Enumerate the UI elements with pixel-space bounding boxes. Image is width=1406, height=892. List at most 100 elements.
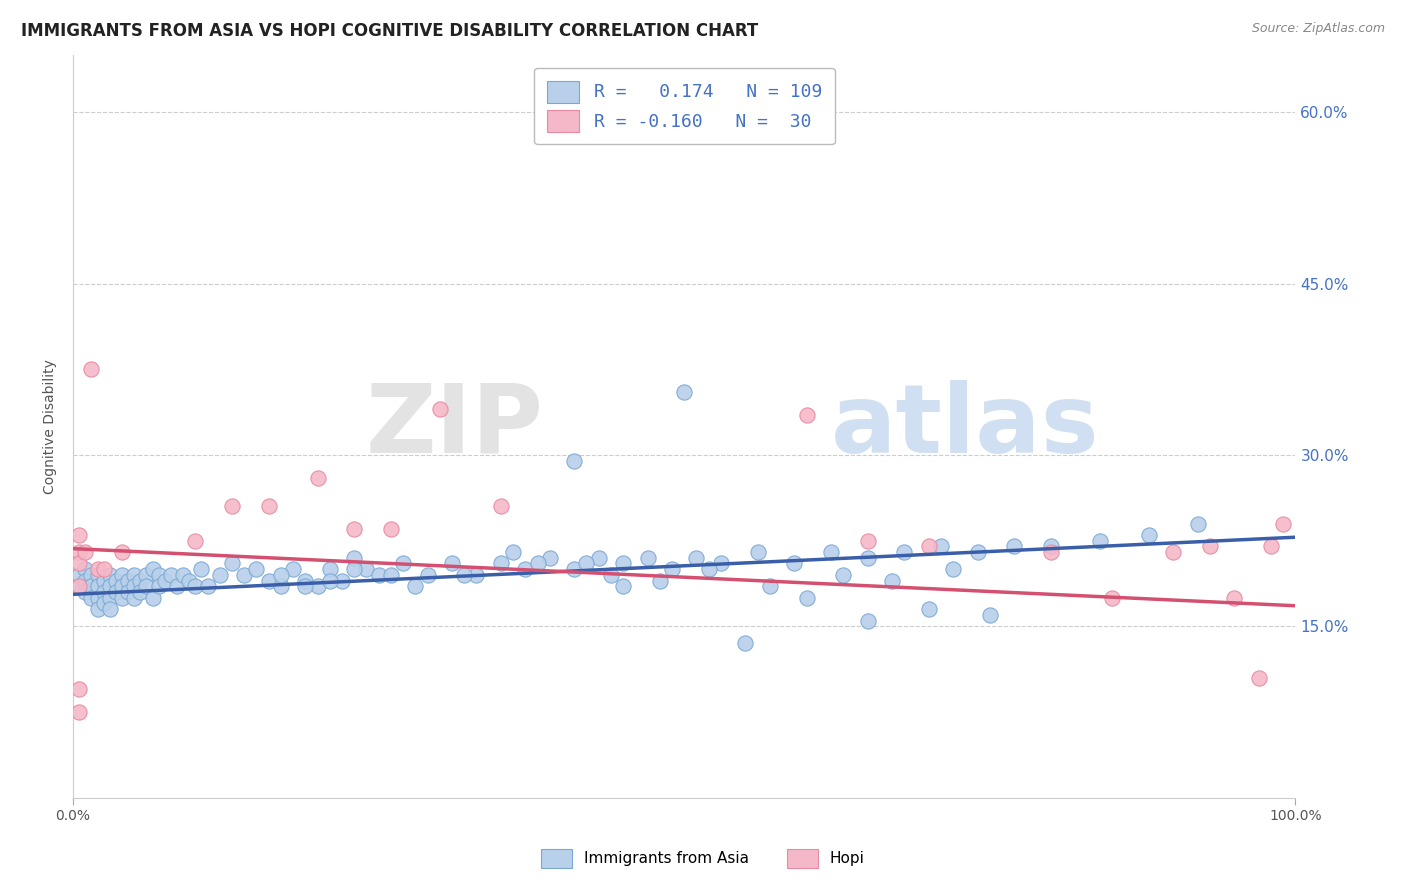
Point	[856, 614, 879, 628]
Point	[93, 585, 115, 599]
Point	[245, 562, 267, 576]
Point	[856, 550, 879, 565]
Point	[367, 568, 389, 582]
Point	[880, 574, 903, 588]
Point	[153, 574, 176, 588]
Point	[111, 568, 134, 582]
Point	[685, 550, 707, 565]
Point	[111, 579, 134, 593]
Point	[98, 591, 121, 605]
Point	[270, 568, 292, 582]
Point	[966, 545, 988, 559]
Point	[820, 545, 842, 559]
Point	[257, 500, 280, 514]
Point	[1137, 528, 1160, 542]
Point	[612, 579, 634, 593]
Point	[538, 550, 561, 565]
Point	[98, 568, 121, 582]
Point	[75, 574, 97, 588]
Point	[502, 545, 524, 559]
Text: Source: ZipAtlas.com: Source: ZipAtlas.com	[1251, 22, 1385, 36]
Point	[893, 545, 915, 559]
Point	[453, 568, 475, 582]
Point	[67, 579, 90, 593]
Point	[86, 562, 108, 576]
Point	[86, 602, 108, 616]
Point	[141, 591, 163, 605]
Point	[356, 562, 378, 576]
Point	[122, 568, 145, 582]
Point	[489, 500, 512, 514]
Point	[93, 562, 115, 576]
Point	[257, 574, 280, 588]
Point	[80, 568, 103, 582]
Point	[111, 545, 134, 559]
Point	[67, 682, 90, 697]
Point	[104, 585, 127, 599]
Point	[233, 568, 256, 582]
Point	[489, 557, 512, 571]
Point	[172, 568, 194, 582]
Point	[929, 540, 952, 554]
Point	[600, 568, 623, 582]
Legend: R =   0.174   N = 109, R = -0.160   N =  30: R = 0.174 N = 109, R = -0.160 N = 30	[534, 68, 835, 145]
Point	[796, 408, 818, 422]
Point	[734, 636, 756, 650]
Point	[526, 557, 548, 571]
Point	[307, 579, 329, 593]
Point	[319, 562, 342, 576]
Point	[404, 579, 426, 593]
Point	[67, 579, 90, 593]
Point	[343, 550, 366, 565]
Point	[80, 362, 103, 376]
Point	[197, 579, 219, 593]
Point	[141, 562, 163, 576]
Point	[918, 540, 941, 554]
Point	[166, 579, 188, 593]
Point	[67, 568, 90, 582]
Point	[796, 591, 818, 605]
Point	[1199, 540, 1222, 554]
Point	[661, 562, 683, 576]
Point	[429, 402, 451, 417]
Point	[759, 579, 782, 593]
Point	[148, 568, 170, 582]
Point	[98, 602, 121, 616]
Point	[67, 528, 90, 542]
Point	[697, 562, 720, 576]
Text: atlas: atlas	[831, 380, 1099, 473]
Point	[294, 574, 316, 588]
Point	[416, 568, 439, 582]
Y-axis label: Cognitive Disability: Cognitive Disability	[44, 359, 58, 494]
Point	[1040, 545, 1063, 559]
Point	[856, 533, 879, 548]
Point	[1161, 545, 1184, 559]
Point	[111, 591, 134, 605]
Point	[80, 579, 103, 593]
Point	[184, 579, 207, 593]
Point	[979, 607, 1001, 622]
Point	[122, 591, 145, 605]
Point	[129, 574, 152, 588]
Point	[86, 591, 108, 605]
Point	[104, 574, 127, 588]
Point	[75, 585, 97, 599]
Point	[98, 579, 121, 593]
Point	[918, 602, 941, 616]
Point	[93, 597, 115, 611]
Point	[942, 562, 965, 576]
Point	[1040, 540, 1063, 554]
Point	[575, 557, 598, 571]
Point	[1002, 540, 1025, 554]
Point	[588, 550, 610, 565]
Point	[221, 500, 243, 514]
Point	[307, 471, 329, 485]
Point	[86, 579, 108, 593]
Legend: Immigrants from Asia, Hopi: Immigrants from Asia, Hopi	[529, 837, 877, 880]
Point	[832, 568, 855, 582]
Point	[294, 579, 316, 593]
Point	[637, 550, 659, 565]
Point	[1187, 516, 1209, 531]
Point	[129, 585, 152, 599]
Point	[392, 557, 415, 571]
